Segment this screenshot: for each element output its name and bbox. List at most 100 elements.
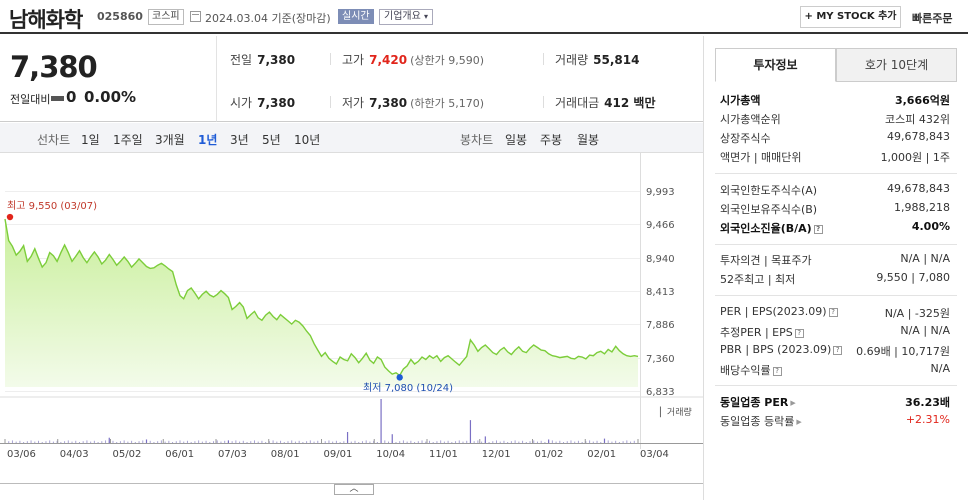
price-stats: 전일 7,380 고가 7,420 (상한가 9,590) 거래량 55,814 시가 7… (217, 36, 703, 122)
y-tick-label: 9,993 (646, 187, 675, 198)
y-tick-label: 6,833 (646, 387, 675, 398)
change-label: 전일대비 (10, 93, 51, 106)
stat-high: 고가 7,420 (상한가 9,590) (342, 51, 484, 68)
info-label: 동일업종 등락률 ▶ (720, 415, 802, 428)
divider (543, 96, 544, 108)
info-value: 코스피 432위 (885, 113, 950, 126)
info-row: 외국인소진율(B/A)? 4.00% (720, 220, 950, 238)
tab-daily[interactable]: 일봉 (505, 133, 528, 147)
x-tick-label: 09/01 (324, 449, 353, 460)
info-row: 외국인보유주식수(B) 1,988,218 (720, 201, 950, 219)
add-mystock-button[interactable]: + MY STOCK 추가 (800, 6, 901, 28)
investment-panel: 투자정보 호가 10단계 시가총액 3,666억원 시가총액순위 코스피 432위 상장… (703, 36, 968, 500)
stat-value: 7,380 (369, 96, 408, 110)
price-chart-svg: 9,993 9,466 8,940 8,413 7,886 7,360 6,833 최고 9,… (0, 153, 703, 500)
stat-value: 7,380 (257, 53, 296, 67)
x-tick-label: 11/01 (429, 449, 458, 460)
tab-3y[interactable]: 3년 (230, 133, 249, 147)
info-value: 9,550 | 7,080 (876, 271, 950, 284)
tab-1w[interactable]: 1주일 (113, 133, 143, 147)
quick-order-button[interactable]: 빠른주문 (912, 12, 953, 25)
help-icon[interactable]: ? (833, 346, 843, 355)
base-date: 2024.03.04 기준(장마감) (205, 12, 331, 25)
info-value: 36.23배 (905, 396, 950, 409)
tab-1d[interactable]: 1일 (81, 133, 100, 147)
info-row: 외국인한도주식수(A) 49,678,843 (720, 182, 950, 200)
info-label: 배당수익률? (720, 362, 782, 378)
upper-limit: (상한가 9,590) (410, 54, 484, 67)
price-chart[interactable]: 9,993 9,466 8,940 8,413 7,886 7,360 6,833 최고 9,… (0, 153, 703, 500)
info-row: 52주최고 | 최저 9,550 | 7,080 (720, 271, 950, 289)
current-price: 7,380 (10, 50, 98, 84)
y-tick-label: 9,466 (646, 220, 675, 231)
tab-investment-info[interactable]: 투자정보 (715, 48, 836, 82)
info-value: 49,678,843 (887, 182, 950, 195)
stat-label: 거래량 (555, 53, 589, 67)
tab-3m[interactable]: 3개월 (155, 133, 185, 147)
x-tick-label: 01/02 (535, 449, 564, 460)
calendar-icon (190, 11, 201, 22)
arrow-right-icon[interactable]: ▶ (796, 418, 802, 426)
info-label: 52주최고 | 최저 (720, 273, 796, 286)
stat-value: 7,420 (369, 53, 408, 67)
stat-amount: 거래대금 412 백만 (555, 94, 655, 111)
divider (330, 96, 331, 108)
collapse-toggle-button[interactable]: ︿ (334, 484, 374, 495)
info-row: 추정PER | EPS? N/A | N/A (720, 324, 950, 342)
x-tick-label: 12/01 (482, 449, 511, 460)
x-tick-label: 06/01 (165, 449, 194, 460)
info-value: N/A | -325원 (884, 307, 950, 320)
info-row: 동일업종 등락률 ▶ +2.31% (720, 413, 950, 431)
info-label: 추정PER | EPS? (720, 324, 804, 340)
help-icon[interactable]: ? (813, 225, 823, 234)
tab-5y[interactable]: 5년 (262, 133, 281, 147)
divider (330, 53, 331, 65)
info-row: 시가총액순위 코스피 432위 (720, 111, 950, 129)
change-percent: 0.00% (84, 88, 137, 106)
info-label: 외국인보유주식수(B) (720, 203, 818, 216)
info-value: 0.69배 | 10,717원 (856, 345, 950, 358)
info-label: 외국인한도주식수(A) (720, 184, 818, 197)
low-marker (396, 374, 403, 381)
divider (715, 244, 957, 245)
help-icon[interactable]: ? (772, 367, 782, 376)
panel-tabs: 투자정보 호가 10단계 (715, 48, 957, 82)
stat-low: 저가 7,380 (하한가 5,170) (342, 94, 484, 111)
stock-header: 남해화학 025860 코스피 2024.03.04 기준(장마감) 실시간 기… (0, 0, 968, 34)
y-tick-label: 7,360 (646, 354, 675, 365)
stat-value: 7,380 (257, 96, 296, 110)
x-tick-label: 03/04 (640, 449, 669, 460)
realtime-button[interactable]: 실시간 (338, 9, 374, 24)
price-summary: 7,380 전일대비 0 0.00% (0, 36, 217, 122)
price-area (5, 219, 638, 387)
stat-label: 전일 (230, 53, 253, 67)
x-tick-label: 08/01 (271, 449, 300, 460)
tab-monthly[interactable]: 월봉 (577, 133, 600, 147)
info-label: PER | EPS(2023.09)? (720, 305, 838, 318)
info-value: 1,000원 | 1주 (880, 151, 950, 164)
x-tick-label: 07/03 (218, 449, 247, 460)
tab-10y[interactable]: 10년 (294, 133, 321, 147)
corp-info-label: 기업개요 (384, 11, 421, 22)
info-label: 액면가 | 매매단위 (720, 151, 802, 164)
stock-code: 025860 (97, 10, 143, 23)
help-icon[interactable]: ? (794, 329, 804, 338)
x-tick-label: 02/01 (587, 449, 616, 460)
info-label: 외국인소진율(B/A)? (720, 220, 823, 236)
help-icon[interactable]: ? (828, 308, 838, 317)
stat-value: 412 백만 (604, 96, 656, 110)
line-chart-label: 선차트 (37, 133, 71, 147)
tab-weekly[interactable]: 주봉 (540, 133, 563, 147)
arrow-right-icon[interactable]: ▶ (790, 399, 796, 407)
info-label: 투자의견 | 목표주가 (720, 254, 812, 267)
market-badge: 코스피 (148, 9, 184, 25)
info-label: 시가총액순위 (720, 113, 781, 126)
high-marker (6, 213, 14, 221)
corp-info-dropdown[interactable]: 기업개요 ▾ (379, 9, 434, 25)
info-row: 상장주식수 49,678,843 (720, 130, 950, 148)
stat-volume: 거래량 55,814 (555, 51, 639, 68)
tab-1y[interactable]: 1년 (198, 133, 218, 147)
info-label: 동일업종 PER ▶ (720, 396, 796, 409)
info-row: 배당수익률? N/A (720, 362, 950, 380)
tab-orderbook[interactable]: 호가 10단계 (836, 48, 957, 82)
